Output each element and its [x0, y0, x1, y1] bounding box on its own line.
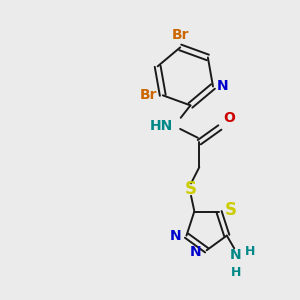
Text: N: N — [169, 229, 181, 243]
Text: Br: Br — [172, 28, 189, 42]
Text: S: S — [184, 180, 196, 198]
Text: N: N — [190, 245, 201, 259]
Text: Br: Br — [140, 88, 158, 102]
Text: H: H — [230, 266, 241, 279]
Text: HN: HN — [149, 119, 173, 133]
Text: N: N — [217, 80, 228, 94]
Text: O: O — [223, 110, 235, 124]
Text: H: H — [245, 245, 255, 258]
Text: N: N — [230, 248, 242, 262]
Text: S: S — [224, 201, 236, 219]
